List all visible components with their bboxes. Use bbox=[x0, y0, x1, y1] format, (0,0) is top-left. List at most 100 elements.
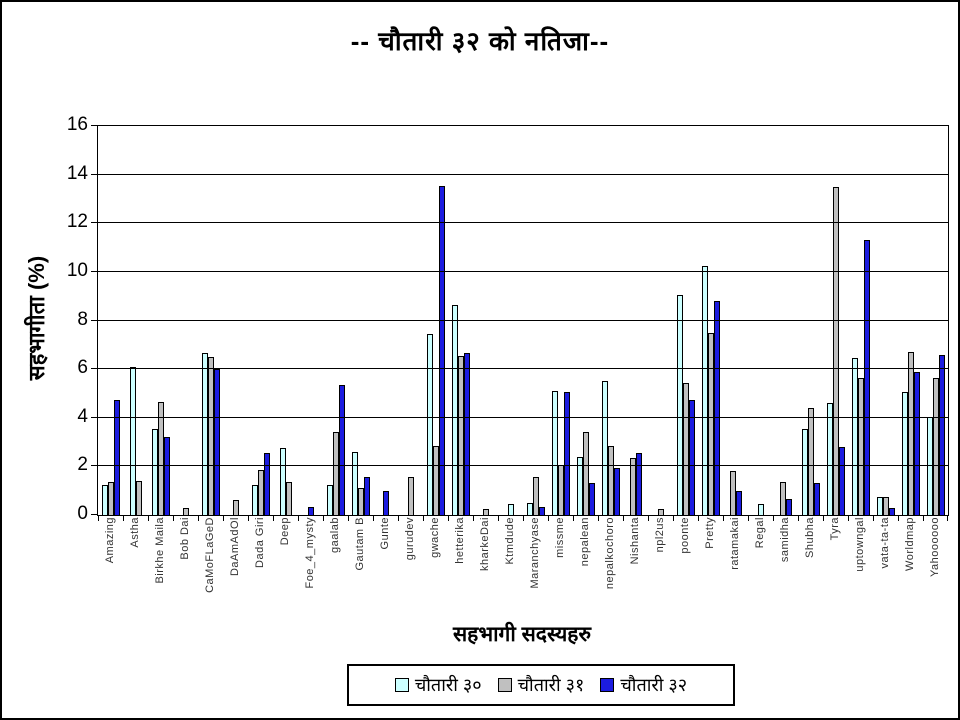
bar-vata-ta-ta-series-2 bbox=[888, 507, 895, 515]
bar-CaMoFLaGeD-series-2 bbox=[213, 369, 220, 515]
bar-gaalab-series-2 bbox=[338, 384, 345, 515]
x-label-Astha: Astha bbox=[122, 517, 147, 629]
bar-group-gwache bbox=[423, 126, 448, 515]
x-label-Shubha: Shubha bbox=[797, 517, 822, 629]
bar-group-Astha bbox=[123, 126, 148, 515]
x-label-text: Tyra bbox=[828, 517, 841, 541]
bar-gwache-series-0 bbox=[426, 333, 433, 515]
bar-gurudev-series-1 bbox=[407, 477, 414, 515]
bar-missme-series-0 bbox=[551, 391, 558, 515]
x-label-text: ratamakai bbox=[728, 517, 741, 570]
x-label-Maranchyase: Maranchyase bbox=[522, 517, 547, 629]
y-tick-label-10: 10 bbox=[66, 259, 88, 281]
y-tick-16 bbox=[91, 125, 98, 126]
x-label-text: Amazing bbox=[103, 517, 116, 564]
x-label-nepalkochoro: nepalkochoro bbox=[597, 517, 622, 629]
x-label-Tyra: Tyra bbox=[822, 517, 847, 629]
x-label-text: Yahoooooo bbox=[928, 517, 941, 577]
x-label-text: Astha bbox=[128, 517, 141, 548]
x-label-Amazing: Amazing bbox=[97, 517, 122, 629]
bar-Gunte-series-2 bbox=[382, 490, 389, 515]
x-tick-3 bbox=[172, 515, 174, 521]
x-label-text: nepalkochoro bbox=[603, 517, 616, 590]
bar-poonte-series-1 bbox=[682, 382, 689, 515]
bar-Amazing-series-0 bbox=[101, 484, 108, 515]
y-tick-label-12: 12 bbox=[66, 211, 88, 233]
bar-poonte-series-0 bbox=[676, 294, 683, 515]
x-label-gaalab: gaalab bbox=[322, 517, 347, 629]
bar-group-Bob Dai bbox=[173, 126, 198, 515]
legend-entry-2: चौतारी ३२ bbox=[600, 673, 687, 697]
x-label-text: nepalean bbox=[578, 517, 591, 567]
bar-gwache-series-1 bbox=[432, 445, 439, 515]
bar-Worldmap-series-0 bbox=[901, 392, 908, 515]
bar-group-DaAmAdOl bbox=[223, 126, 248, 515]
x-label-text: Regal bbox=[753, 517, 766, 549]
x-label-Deep: Deep bbox=[272, 517, 297, 629]
x-label-vata-ta-ta: vata-ta-ta bbox=[872, 517, 897, 629]
x-label-text: Foe_4_mysty bbox=[303, 517, 316, 589]
legend-entry-1: चौतारी ३१ bbox=[497, 673, 584, 697]
gridline-8 bbox=[98, 319, 948, 321]
bar-npl2us-series-1 bbox=[657, 508, 664, 515]
bar-group-Amazing bbox=[98, 126, 123, 515]
bar-group-poonte bbox=[673, 126, 698, 515]
legend: चौतारी ३० चौतारी ३१ चौतारी ३२ bbox=[347, 664, 735, 706]
y-tick-label-16: 16 bbox=[66, 114, 88, 135]
x-label-text: Pretty bbox=[703, 517, 716, 549]
x-tick-10 bbox=[347, 515, 349, 521]
gridline-10 bbox=[98, 270, 948, 272]
x-label-text: Shubha bbox=[803, 517, 816, 558]
x-label-DaAmAdOl: DaAmAdOl bbox=[222, 517, 247, 629]
bar-Pretty-series-0 bbox=[701, 265, 708, 515]
bar-group-Shubha bbox=[798, 126, 823, 515]
x-tick-5 bbox=[222, 515, 224, 521]
x-label-text: missme bbox=[553, 517, 566, 558]
x-label-text: poonte bbox=[678, 517, 691, 554]
y-tick-label-8: 8 bbox=[77, 308, 88, 330]
y-axis-tick-labels: 0 2 4 6 8 10 12 14 16 bbox=[38, 115, 88, 524]
x-tick-30 bbox=[847, 515, 849, 521]
bar-group-Foe_4_mysty bbox=[298, 126, 323, 515]
bar-group-Ktmdude bbox=[498, 126, 523, 515]
x-tick-6 bbox=[247, 515, 249, 521]
x-tick-15 bbox=[472, 515, 474, 521]
x-label-text: Maranchyase bbox=[528, 517, 541, 589]
legend-label: चौतारी ३२ bbox=[620, 675, 688, 695]
x-label-text: gurudev bbox=[403, 517, 416, 561]
gridline-12 bbox=[98, 222, 948, 224]
x-label-text: Gunte bbox=[378, 517, 391, 550]
bar-Foe_4_mysty-series-2 bbox=[307, 506, 314, 515]
bar-group-Gunte bbox=[373, 126, 398, 515]
x-label-text: samidha bbox=[778, 517, 791, 563]
x-tick-14 bbox=[448, 515, 449, 521]
x-label-Worldmap: Worldmap bbox=[897, 517, 922, 629]
bar-kharkeDai-series-1 bbox=[482, 508, 489, 515]
y-tick-6 bbox=[91, 368, 98, 370]
y-tick-8 bbox=[91, 319, 98, 321]
bar-DaAmAdOl-series-1 bbox=[232, 500, 239, 515]
bar-group-kharkeDai bbox=[473, 126, 498, 515]
chart-title: -- चौतारी ३२ को नतिजा-- bbox=[350, 26, 610, 56]
x-label-text: Worldmap bbox=[903, 517, 916, 571]
bar-Dada Giri-series-0 bbox=[251, 484, 258, 515]
x-tick-32 bbox=[898, 515, 899, 521]
legend-entry-0: चौतारी ३० bbox=[394, 673, 482, 697]
x-label-Nishanta: Nishanta bbox=[622, 517, 647, 629]
bar-group-Dada Giri bbox=[248, 126, 273, 515]
x-label-text: Bob Dai bbox=[178, 517, 191, 560]
bar-uptowngal-series-2 bbox=[863, 240, 870, 515]
x-tick-22 bbox=[647, 515, 649, 521]
bar-Bob Dai-series-1 bbox=[182, 507, 189, 515]
bar-group-CaMoFLaGeD bbox=[198, 126, 223, 515]
bar-ratamakai-series-1 bbox=[729, 471, 736, 515]
x-label-Foe_4_mysty: Foe_4_mysty bbox=[297, 517, 322, 629]
y-tick-label-6: 6 bbox=[77, 357, 88, 379]
x-tick-23 bbox=[673, 515, 674, 521]
bar-Maranchyase-series-0 bbox=[526, 502, 533, 515]
y-tick-14 bbox=[91, 173, 98, 175]
bar-uptowngal-series-1 bbox=[857, 377, 864, 515]
bar-group-hetterika bbox=[448, 126, 473, 515]
x-tick-0 bbox=[98, 515, 99, 521]
bar-Astha-series-1 bbox=[135, 480, 142, 515]
